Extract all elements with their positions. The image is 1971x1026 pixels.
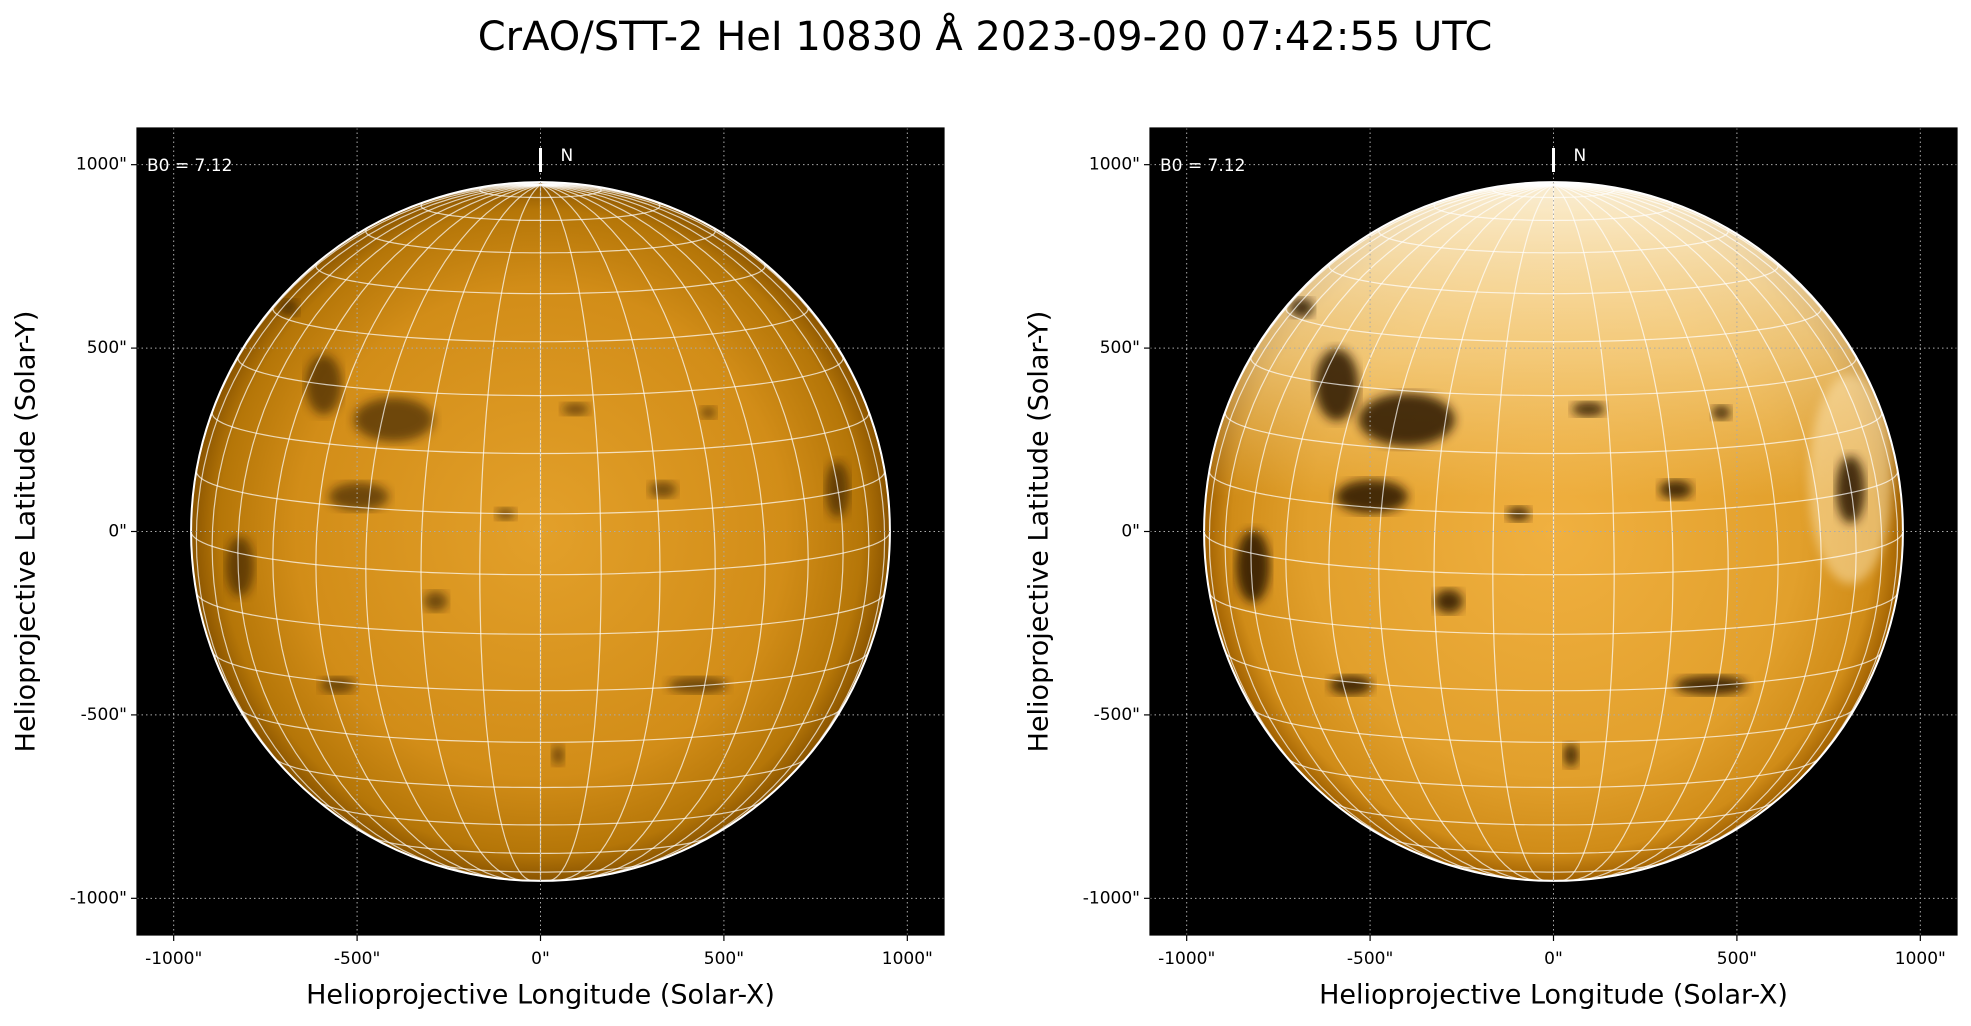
x-tick-label: -500" (1347, 949, 1393, 969)
y-tick-label: -500" (81, 705, 127, 725)
x-tick-label: 0" (1544, 949, 1563, 969)
dark-filament (1434, 589, 1464, 614)
heliographic-grid (1553, 184, 1729, 881)
heliographic-grid (1224, 184, 1554, 862)
y-tick-label: -1000" (1083, 888, 1140, 908)
x-tick-label: 500" (704, 949, 744, 969)
axes-frame (1149, 127, 1958, 936)
dark-filament (561, 403, 590, 416)
dark-filament (1711, 405, 1731, 420)
dark-filament (353, 397, 434, 442)
y-axis-label: Helioprojective Latitude (Solar-Y) (1024, 311, 1055, 753)
north-label: N (1574, 146, 1587, 166)
x-tick-label: -1000" (1158, 949, 1215, 969)
y-tick-label: -1000" (70, 888, 127, 908)
y-tick-label: 1000" (1089, 155, 1140, 175)
annotation: B0 = 7.12 (147, 156, 232, 176)
annotation: B0 = 7.12 (1160, 156, 1245, 176)
y-tick-label: 0" (108, 522, 127, 542)
heliographic-grid (420, 184, 541, 881)
heliographic-grid (195, 184, 541, 817)
heliographic-grid (1328, 184, 1554, 879)
heliographic-grid (1285, 184, 1554, 877)
x-tick-label: 0" (531, 949, 550, 969)
heliographic-grid (540, 184, 766, 879)
dark-filament (1571, 401, 1606, 417)
x-tick-label: -500" (334, 949, 380, 969)
dark-filament (1358, 393, 1455, 447)
dark-filament (1659, 479, 1693, 500)
heliographic-grid (1553, 184, 1615, 882)
heliographic-grid (479, 184, 541, 882)
dark-filament (551, 745, 564, 766)
dark-filament (648, 481, 677, 498)
heliographic-grid (237, 184, 541, 873)
heliographic-grid (365, 184, 541, 881)
panel: -1000" -500" 0" 500" 1000" -1000" -500" 0" 500" 1… (11, 127, 945, 1011)
heliographic-grid (1492, 184, 1554, 882)
panel: -1000" -500" 0" 500" 1000" -1000" -500" 0" 500" 1… (1024, 127, 1958, 1011)
heliographic-grid (540, 184, 809, 877)
heliographic-grid (540, 184, 870, 862)
north-label: N (561, 146, 574, 166)
dark-filament (319, 677, 356, 694)
x-tick-label: -1000" (145, 949, 202, 969)
heliographic-grid (1553, 184, 1674, 881)
y-tick-label: 0" (1121, 522, 1140, 542)
dark-filament (328, 482, 389, 511)
dark-filament (1236, 530, 1270, 603)
dark-filament (1563, 743, 1579, 768)
x-tick-label: 1000" (882, 949, 933, 969)
heliographic-grid (1553, 184, 1899, 817)
y-axis-label: Helioprojective Latitude (Solar-Y) (11, 311, 42, 753)
heliographic-grid (540, 184, 716, 881)
heliographic-grid (540, 184, 886, 817)
x-axis-label: Helioprojective Longitude (Solar-X) (306, 980, 775, 1011)
y-tick-label: -500" (1094, 705, 1140, 725)
dark-filament (278, 299, 299, 316)
heliographic-grid (272, 184, 541, 877)
heliographic-grid (540, 184, 661, 881)
y-tick-label: 500" (1100, 338, 1140, 358)
dark-filament (423, 591, 448, 612)
heliographic-grid (540, 184, 602, 882)
axes-frame (136, 127, 945, 936)
x-axis-label: Helioprojective Longitude (Solar-X) (1319, 980, 1788, 1011)
x-tick-label: 500" (1717, 949, 1757, 969)
heliographic-grid (1378, 184, 1554, 881)
dark-filament (1329, 675, 1373, 695)
heliographic-grid (1553, 184, 1883, 862)
dark-filament (1335, 479, 1408, 514)
figure-title: CrAO/STT-2 HeI 10830 Å 2023-09-20 07:42:… (478, 12, 1493, 60)
y-tick-label: 1000" (76, 155, 127, 175)
heliographic-grid (1553, 184, 1779, 879)
heliographic-grid (1553, 184, 1822, 877)
heliographic-grid (1208, 184, 1554, 817)
x-tick-label: 1000" (1895, 949, 1946, 969)
heliographic-grid (211, 184, 541, 862)
dark-filament (700, 406, 717, 419)
heliographic-grid (1250, 184, 1554, 873)
heliographic-grid (540, 184, 844, 873)
y-tick-label: 500" (87, 338, 127, 358)
heliographic-grid (1433, 184, 1554, 881)
dark-filament (225, 536, 254, 597)
heliographic-grid (1553, 184, 1857, 873)
heliographic-grid (315, 184, 541, 879)
